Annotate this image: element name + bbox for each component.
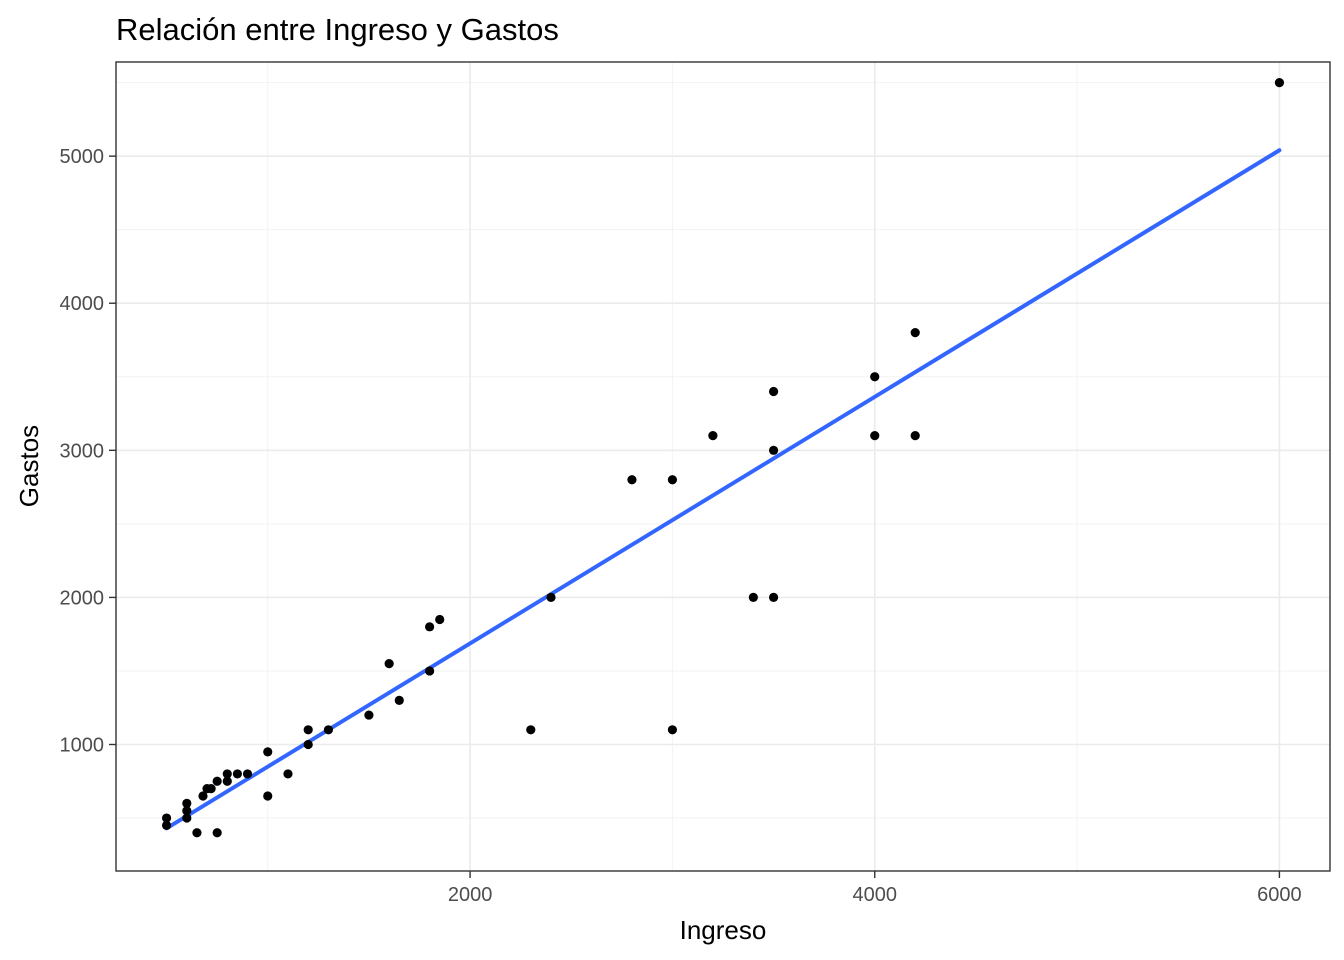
data-point bbox=[263, 747, 273, 757]
data-point bbox=[1274, 77, 1285, 88]
data-point bbox=[182, 813, 192, 823]
data-points bbox=[161, 77, 1285, 838]
data-point bbox=[425, 622, 435, 632]
y-tick-label: 4000 bbox=[60, 293, 105, 315]
data-point bbox=[212, 828, 222, 838]
data-point bbox=[667, 725, 678, 735]
data-point bbox=[748, 592, 758, 603]
y-axis-ticks: 1000 2000 3000 4000 5000 bbox=[60, 146, 116, 757]
data-point bbox=[526, 725, 536, 735]
regression-line bbox=[164, 148, 1282, 831]
data-point bbox=[708, 431, 718, 441]
data-point bbox=[425, 666, 435, 676]
data-point bbox=[242, 769, 253, 779]
data-point bbox=[212, 776, 222, 786]
data-point bbox=[182, 798, 192, 808]
data-point bbox=[182, 806, 192, 816]
data-point bbox=[192, 828, 202, 838]
y-tick-label: 5000 bbox=[60, 146, 105, 168]
x-tick-label: 6000 bbox=[1257, 884, 1302, 906]
data-point bbox=[384, 659, 394, 669]
x-axis-title: Ingreso bbox=[680, 915, 767, 945]
data-point bbox=[232, 769, 242, 779]
x-tick-label: 4000 bbox=[853, 884, 898, 906]
y-tick-label: 2000 bbox=[60, 587, 105, 609]
data-point bbox=[364, 710, 374, 720]
plot-panel-border bbox=[115, 61, 1331, 872]
y-tick-label: 1000 bbox=[60, 735, 105, 757]
data-point bbox=[222, 769, 232, 779]
data-point bbox=[283, 769, 293, 779]
regression-line-group bbox=[164, 148, 1282, 831]
data-point bbox=[435, 614, 445, 625]
data-point bbox=[546, 592, 556, 603]
grid-lines bbox=[116, 62, 1330, 871]
data-point bbox=[910, 328, 920, 338]
y-axis-title: Gastos bbox=[14, 425, 44, 507]
x-tick-label: 2000 bbox=[448, 884, 493, 906]
data-point bbox=[222, 776, 232, 786]
data-point bbox=[768, 445, 779, 455]
data-point bbox=[161, 813, 172, 823]
data-point bbox=[910, 431, 920, 441]
chart-title: Relación entre Ingreso y Gastos bbox=[116, 12, 559, 47]
data-point bbox=[323, 725, 334, 735]
data-point bbox=[303, 725, 313, 735]
data-point bbox=[870, 431, 880, 441]
data-point bbox=[161, 820, 172, 831]
data-point bbox=[263, 791, 273, 801]
data-point bbox=[198, 791, 208, 801]
data-point bbox=[303, 739, 313, 750]
data-point bbox=[627, 475, 637, 485]
data-point bbox=[768, 386, 779, 397]
data-point bbox=[870, 372, 880, 382]
data-point bbox=[394, 695, 404, 705]
data-point bbox=[667, 475, 678, 485]
data-point bbox=[206, 784, 216, 794]
data-point bbox=[768, 592, 779, 603]
x-axis-ticks: 2000 4000 6000 bbox=[448, 871, 1302, 906]
y-tick-label: 3000 bbox=[60, 440, 105, 462]
